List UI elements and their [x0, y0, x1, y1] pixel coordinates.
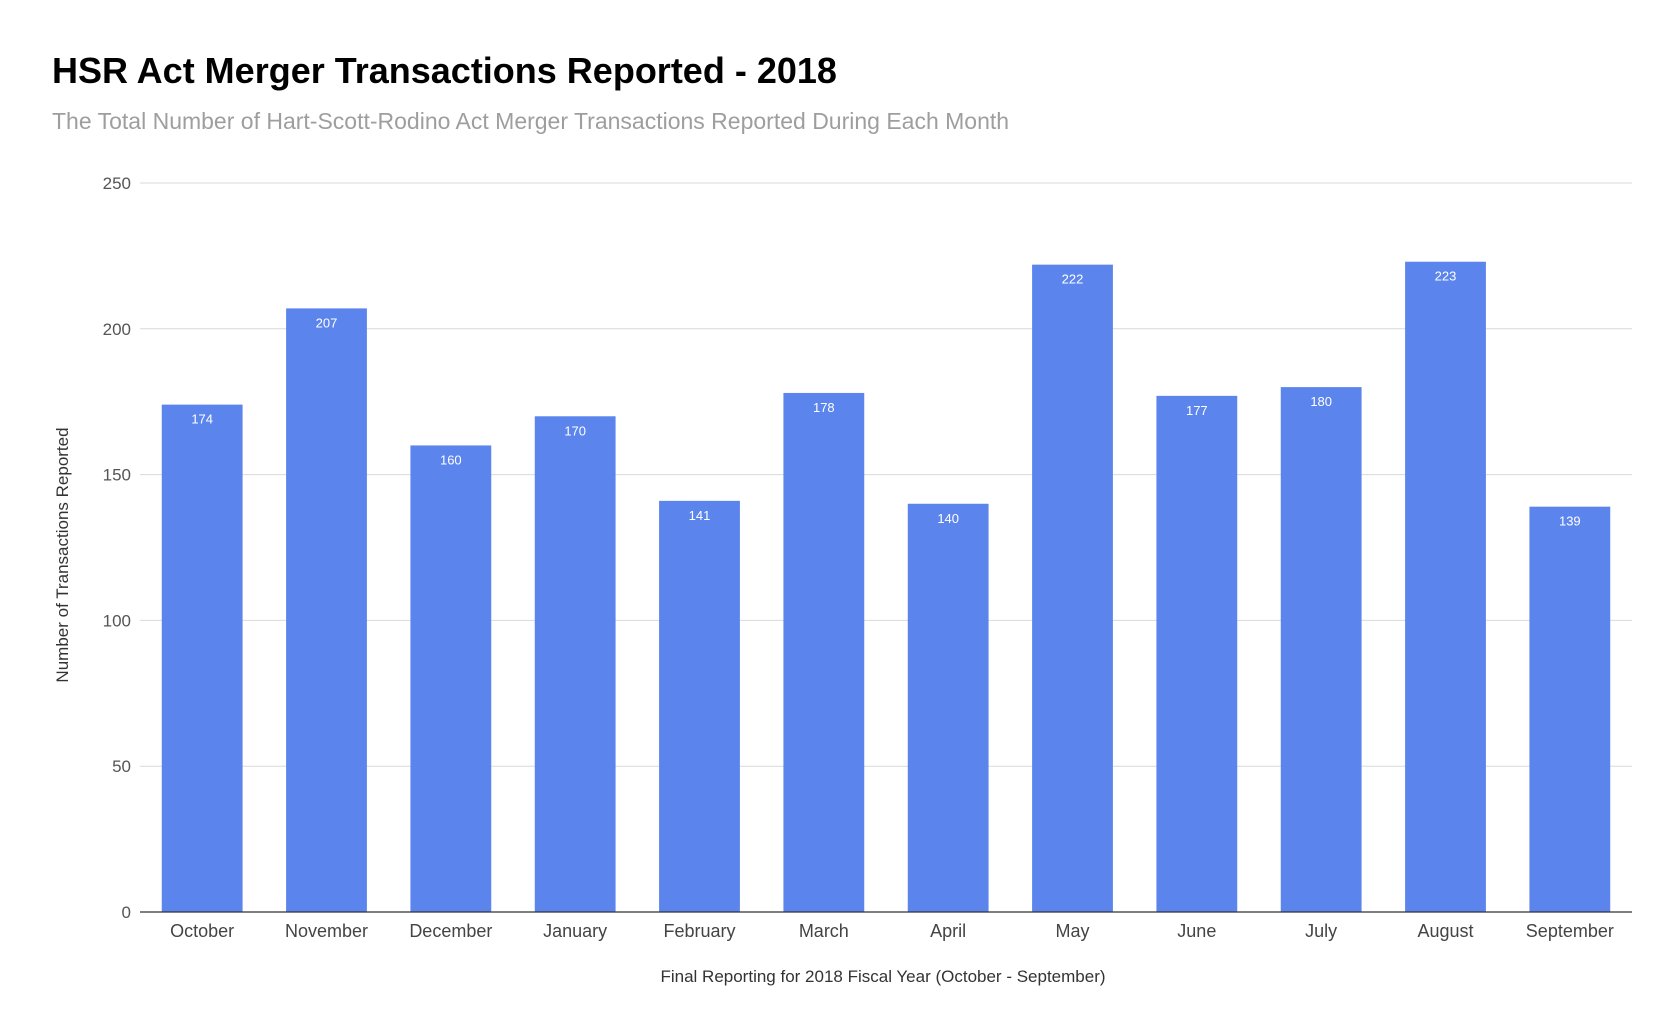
x-tick-label: September — [1526, 921, 1614, 941]
bar — [410, 445, 492, 912]
y-tick-label: 50 — [112, 757, 131, 776]
x-tick-label: January — [543, 921, 607, 941]
data-label: 178 — [813, 400, 835, 415]
bar — [1032, 264, 1113, 912]
x-tick-label: June — [1177, 921, 1216, 941]
y-tick-label: 200 — [103, 320, 131, 339]
x-tick-label: February — [663, 921, 735, 941]
data-label: 180 — [1310, 394, 1332, 409]
x-axis-title: Final Reporting for 2018 Fiscal Year (Oc… — [660, 967, 1105, 986]
data-label: 141 — [689, 508, 711, 523]
bar — [286, 308, 367, 912]
bar — [783, 392, 865, 912]
bar — [907, 503, 989, 912]
x-tick-label: December — [409, 921, 492, 941]
data-label: 207 — [316, 315, 338, 330]
bars — [161, 261, 1611, 912]
data-label: 174 — [191, 412, 213, 427]
y-tick-label: 100 — [103, 611, 131, 630]
data-label: 222 — [1062, 272, 1084, 287]
bar — [1156, 395, 1238, 912]
x-tick-label: March — [799, 921, 849, 941]
y-tick-label: 250 — [103, 174, 131, 193]
x-tick-label: October — [170, 921, 234, 941]
axes: 0 50 100 150 200 250 October November December Ja… — [103, 174, 1632, 941]
bar — [161, 404, 243, 912]
data-labels: 174 207 160 170 141 178 140 222 177 180 223 139 — [191, 269, 1580, 529]
x-tick-label: May — [1055, 921, 1089, 941]
bar — [534, 416, 616, 912]
x-tick-label: July — [1305, 921, 1337, 941]
gridlines — [140, 182, 1632, 767]
data-label: 170 — [564, 423, 586, 438]
data-label: 160 — [440, 452, 462, 467]
bar — [1405, 261, 1486, 912]
bar — [659, 500, 740, 912]
y-tick-label: 150 — [103, 466, 131, 485]
data-label: 223 — [1435, 269, 1457, 284]
y-tick-label: 0 — [122, 903, 131, 922]
bar — [1280, 387, 1362, 912]
x-tick-label: April — [930, 921, 966, 941]
y-axis-title: Number of Transactions Reported — [53, 427, 72, 682]
chart-subtitle: The Total Number of Hart-Scott-Rodino Ac… — [52, 108, 1010, 134]
data-label: 177 — [1186, 403, 1208, 418]
data-label: 140 — [937, 511, 959, 526]
data-label: 139 — [1559, 514, 1581, 529]
bar — [1529, 506, 1611, 912]
x-tick-label: November — [285, 921, 368, 941]
x-tick-label: August — [1417, 921, 1473, 941]
chart-title: HSR Act Merger Transactions Reported - 2… — [52, 50, 837, 91]
